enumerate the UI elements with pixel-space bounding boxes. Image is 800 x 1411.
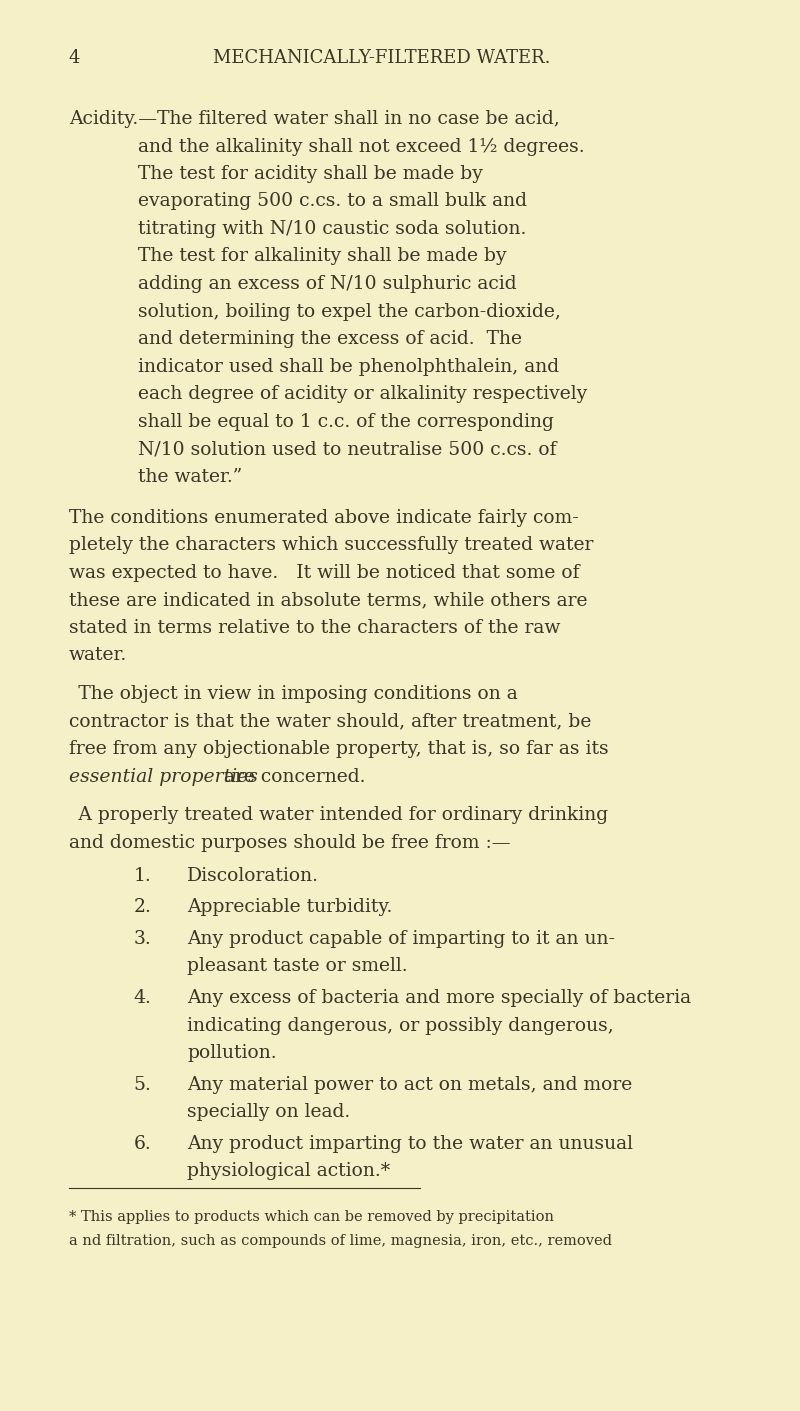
Text: Any material power to act on metals, and more: Any material power to act on metals, and… [187,1075,633,1094]
Text: are concerned.: are concerned. [218,768,366,786]
Text: A properly treated water intended for ordinary drinking: A properly treated water intended for or… [69,806,608,824]
Text: evaporating 500 c.cs. to a small bulk and: evaporating 500 c.cs. to a small bulk an… [138,192,526,210]
Text: Any product capable of imparting to it an un-: Any product capable of imparting to it a… [187,930,615,948]
Text: Acidity.—The filtered water shall in no case be acid,: Acidity.—The filtered water shall in no … [69,110,559,128]
Text: N/10 solution used to neutralise 500 c.cs. of: N/10 solution used to neutralise 500 c.c… [138,440,556,459]
Text: titrating with N/10 caustic soda solution.: titrating with N/10 caustic soda solutio… [138,220,526,238]
Text: 3.: 3. [134,930,151,948]
Text: Any product imparting to the water an unusual: Any product imparting to the water an un… [187,1134,633,1153]
Text: 5.: 5. [134,1075,151,1094]
Text: pleasant taste or smell.: pleasant taste or smell. [187,957,408,975]
Text: was expected to have.   It will be noticed that some of: was expected to have. It will be noticed… [69,564,579,581]
Text: Discoloration.: Discoloration. [187,866,319,885]
Text: 4: 4 [69,49,80,68]
Text: adding an excess of N/10 sulphuric acid: adding an excess of N/10 sulphuric acid [138,275,516,293]
Text: the water.”: the water.” [138,467,242,485]
Text: and domestic purposes should be free from :—: and domestic purposes should be free fro… [69,834,510,852]
Text: shall be equal to 1 c.c. of the corresponding: shall be equal to 1 c.c. of the correspo… [138,412,554,430]
Text: contractor is that the water should, after treatment, be: contractor is that the water should, aft… [69,713,591,731]
Text: solution, boiling to expel the carbon-dioxide,: solution, boiling to expel the carbon-di… [138,302,560,320]
Text: physiological action.*: physiological action.* [187,1163,390,1181]
Text: The test for alkalinity shall be made by: The test for alkalinity shall be made by [138,247,506,265]
Text: MECHANICALLY-FILTERED WATER.: MECHANICALLY-FILTERED WATER. [214,49,550,68]
Text: and the alkalinity shall not exceed 1½ degrees.: and the alkalinity shall not exceed 1½ d… [138,137,584,155]
Text: free from any objectionable property, that is, so far as its: free from any objectionable property, th… [69,739,608,758]
Text: Any excess of bacteria and more specially of bacteria: Any excess of bacteria and more speciall… [187,989,691,1007]
Text: stated in terms relative to the characters of the raw: stated in terms relative to the characte… [69,619,560,636]
Text: Appreciable turbidity.: Appreciable turbidity. [187,899,393,916]
Text: water.: water. [69,646,127,665]
Text: 6.: 6. [134,1134,151,1153]
Text: essential properties: essential properties [69,768,258,786]
Text: pletely the characters which successfully treated water: pletely the characters which successfull… [69,536,593,555]
Text: pollution.: pollution. [187,1044,277,1062]
Text: indicating dangerous, or possibly dangerous,: indicating dangerous, or possibly danger… [187,1016,614,1034]
Text: The object in view in imposing conditions on a: The object in view in imposing condition… [69,684,518,703]
Text: specially on lead.: specially on lead. [187,1103,350,1122]
Text: 2.: 2. [134,899,151,916]
Text: The test for acidity shall be made by: The test for acidity shall be made by [138,165,482,183]
Text: The conditions enumerated above indicate fairly com-: The conditions enumerated above indicate… [69,509,578,526]
Text: each degree of acidity or alkalinity respectively: each degree of acidity or alkalinity res… [138,385,586,404]
Text: and determining the excess of acid.  The: and determining the excess of acid. The [138,330,522,349]
Text: 4.: 4. [134,989,151,1007]
Text: * This applies to products which can be removed by precipitation: * This applies to products which can be … [69,1211,554,1225]
Text: 1.: 1. [134,866,151,885]
Text: a nd filtration, such as compounds of lime, magnesia, iron, etc., removed: a nd filtration, such as compounds of li… [69,1233,612,1247]
Text: these are indicated in absolute terms, while others are: these are indicated in absolute terms, w… [69,591,587,610]
Text: indicator used shall be phenolphthalein, and: indicator used shall be phenolphthalein,… [138,357,558,375]
